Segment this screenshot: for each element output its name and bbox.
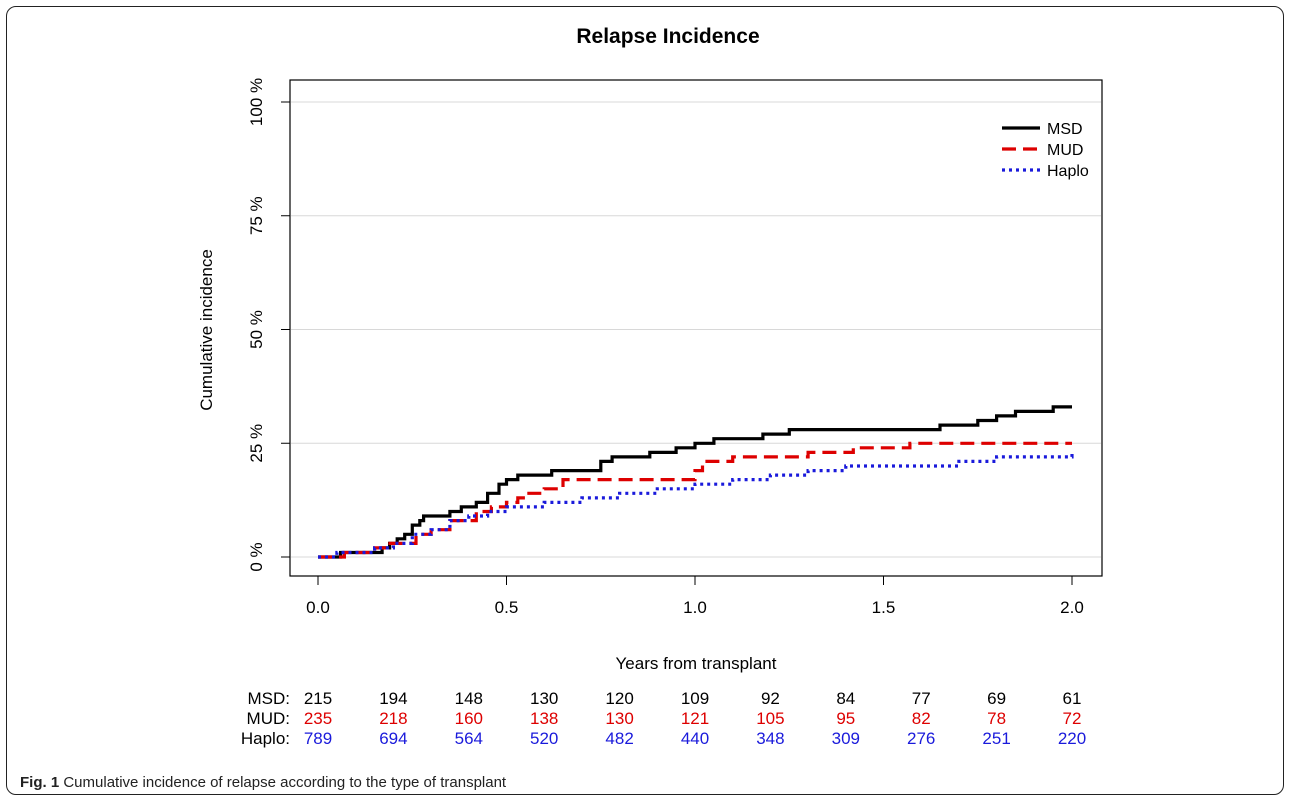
risk-cell: 520 bbox=[530, 729, 558, 748]
x-tick-label-4: 2.0 bbox=[1060, 598, 1084, 617]
risk-cell: 148 bbox=[455, 689, 483, 708]
risk-cell: 160 bbox=[455, 709, 483, 728]
risk-cell: 95 bbox=[836, 709, 855, 728]
risk-cell: 120 bbox=[605, 689, 633, 708]
y-tick-label-0: 0 % bbox=[247, 542, 266, 571]
x-axis-label: Years from transplant bbox=[616, 654, 777, 673]
risk-cell: 105 bbox=[756, 709, 784, 728]
risk-cell: 220 bbox=[1058, 729, 1086, 748]
legend: MSD MUD Haplo bbox=[1002, 121, 1089, 180]
risk-cell: 694 bbox=[379, 729, 407, 748]
risk-cell: 77 bbox=[912, 689, 931, 708]
y-axis-label: Cumulative incidence bbox=[197, 249, 216, 411]
relapse-chart: Relapse Incidence 0 % 25 % 50 % 75 % 100 % 0… bbox=[197, 25, 1103, 748]
risk-cell: 130 bbox=[605, 709, 633, 728]
risk-cell: 482 bbox=[605, 729, 633, 748]
x-tick-label-3: 1.5 bbox=[872, 598, 896, 617]
risk-cell: 276 bbox=[907, 729, 935, 748]
risk-cell: 251 bbox=[982, 729, 1010, 748]
risk-cell: 218 bbox=[379, 709, 407, 728]
risk-row-label-0: MSD: bbox=[248, 689, 291, 708]
x-tick-label-1: 0.5 bbox=[495, 598, 519, 617]
figure-caption: Fig. 1 Cumulative incidence of relapse a… bbox=[20, 774, 506, 791]
y-tick-label-50: 50 % bbox=[247, 310, 266, 349]
risk-cell: 92 bbox=[761, 689, 780, 708]
risk-cell: 215 bbox=[304, 689, 332, 708]
risk-cell: 564 bbox=[455, 729, 483, 748]
series-lines bbox=[318, 405, 1074, 559]
risk-cell: 61 bbox=[1063, 689, 1082, 708]
risk-cell: 84 bbox=[836, 689, 855, 708]
caption-label: Fig. 1 bbox=[20, 774, 60, 791]
risk-cell: 130 bbox=[530, 689, 558, 708]
risk-cell: 348 bbox=[756, 729, 784, 748]
y-axis: 0 % 25 % 50 % 75 % 100 % bbox=[247, 78, 290, 572]
risk-cell: 69 bbox=[987, 689, 1006, 708]
legend-label-mud: MUD bbox=[1047, 142, 1083, 159]
risk-cell: 789 bbox=[304, 729, 332, 748]
risk-cell: 440 bbox=[681, 729, 709, 748]
risk-cell: 235 bbox=[304, 709, 332, 728]
y-tick-label-100: 100 % bbox=[247, 78, 266, 126]
figure-frame bbox=[6, 6, 1284, 795]
risk-cell: 138 bbox=[530, 709, 558, 728]
caption-text: Cumulative incidence of relapse accordin… bbox=[63, 774, 507, 791]
legend-label-msd: MSD bbox=[1047, 121, 1083, 138]
y-tick-label-25: 25 % bbox=[247, 424, 266, 463]
gridlines bbox=[291, 101, 1101, 558]
risk-cell: 82 bbox=[912, 709, 931, 728]
series-line-msd bbox=[318, 405, 1072, 559]
risk-cell: 121 bbox=[681, 709, 709, 728]
risk-cell: 309 bbox=[832, 729, 860, 748]
series-line-mud bbox=[318, 441, 1072, 559]
x-axis: 0.0 0.5 1.0 1.5 2.0 bbox=[306, 576, 1084, 617]
chart-title: Relapse Incidence bbox=[576, 25, 759, 48]
risk-cell: 194 bbox=[379, 689, 407, 708]
y-tick-label-75: 75 % bbox=[247, 196, 266, 235]
risk-cell: 109 bbox=[681, 689, 709, 708]
risk-row-label-1: MUD: bbox=[247, 709, 290, 728]
legend-label-haplo: Haplo bbox=[1047, 163, 1089, 180]
risk-cell: 78 bbox=[987, 709, 1006, 728]
x-tick-label-2: 1.0 bbox=[683, 598, 707, 617]
x-tick-label-0: 0.0 bbox=[306, 598, 330, 617]
plot-area bbox=[289, 79, 1103, 577]
series-line-haplo bbox=[318, 452, 1074, 559]
risk-row-label-2: Haplo: bbox=[241, 729, 290, 748]
risk-cell: 72 bbox=[1063, 709, 1082, 728]
